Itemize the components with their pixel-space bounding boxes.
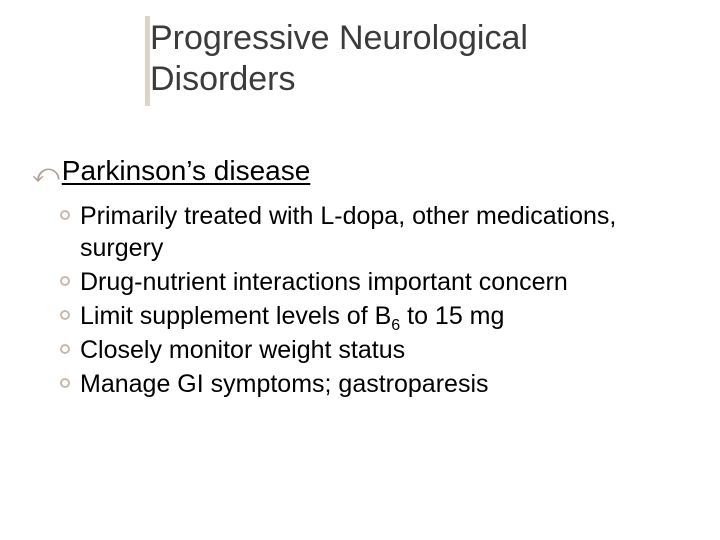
section-heading: Parkinson’s disease [62, 155, 311, 187]
list-item-text: Closely monitor weight status [80, 334, 405, 366]
heading-row: ⤺ Parkinson’s disease [32, 155, 310, 187]
list-item-text: Primarily treated with L-dopa, other med… [80, 200, 680, 264]
title-block: Progressive Neurological Disorders [150, 18, 650, 100]
list-item: Manage GI symptoms; gastroparesis [60, 368, 680, 400]
list-item-text: Drug-nutrient interactions important con… [80, 266, 568, 298]
sub-bullet-list: Primarily treated with L-dopa, other med… [60, 200, 680, 402]
list-item-text: Limit supplement levels of B6 to 15 mg [80, 300, 504, 332]
list-item: Drug-nutrient interactions important con… [60, 266, 680, 298]
swirl-icon: ⤺ [32, 160, 60, 186]
slide-title-line2: Disorders [150, 59, 650, 100]
ring-bullet-icon [60, 276, 70, 286]
slide: Progressive Neurological Disorders ⤺ Par… [0, 0, 720, 540]
ring-bullet-icon [60, 210, 70, 220]
list-item: Limit supplement levels of B6 to 15 mg [60, 300, 680, 332]
ring-bullet-icon [60, 378, 70, 388]
ring-bullet-icon [60, 310, 70, 320]
ring-bullet-icon [60, 344, 70, 354]
list-item: Primarily treated with L-dopa, other med… [60, 200, 680, 264]
slide-title-line1: Progressive Neurological [150, 18, 650, 59]
list-item-text: Manage GI symptoms; gastroparesis [80, 368, 489, 400]
list-item: Closely monitor weight status [60, 334, 680, 366]
